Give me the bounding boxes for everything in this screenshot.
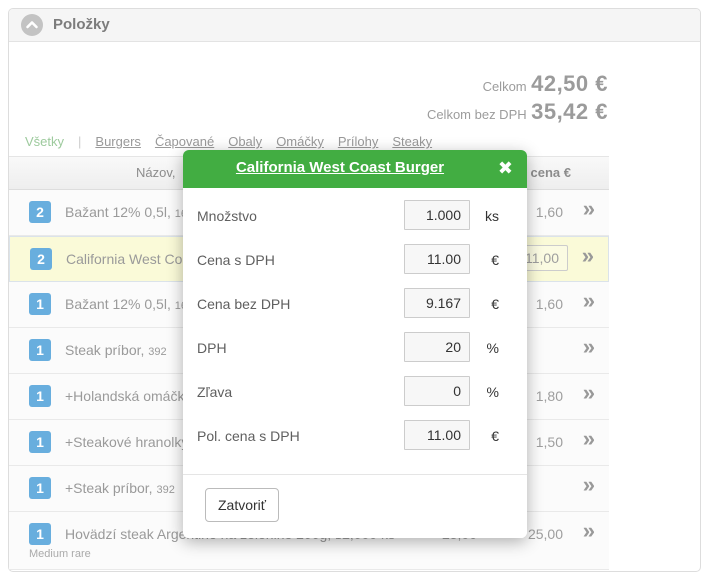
header-price-column: cena € [530,165,571,180]
price-without-vat-input[interactable] [404,288,470,318]
field-label: DPH [197,340,227,356]
field-label: Pol. cena s DPH [197,428,300,444]
row-open-icon[interactable]: » [582,196,595,221]
quantity-badge: 1 [29,339,51,361]
total-ex-vat-value: 35,42 € [531,99,608,124]
dialog-header: California West Coast Burger ✖ [183,150,527,188]
tab-prilohy[interactable]: Prílohy [337,134,379,149]
item-name: Steak príbor, 392 [65,342,167,358]
field-unit: % [486,384,499,400]
field-label: Množstvo [197,208,257,224]
row-open-icon[interactable]: » [582,288,595,313]
row-open-icon[interactable]: » [582,518,595,543]
item-name: Bažant 12% 0,5l, 161 [65,204,193,220]
field-unit: € [491,252,499,268]
tab-capovane[interactable]: Čapované [154,134,215,149]
field-vat: DPH % [197,332,513,364]
item-total: 1,60 [535,204,563,220]
row-open-icon[interactable]: » [581,243,594,268]
tab-steaky[interactable]: Steaky [392,134,433,149]
item-name: Bažant 12% 0,5l, 161 [65,296,193,312]
dialog-divider [183,474,527,475]
row-open-icon[interactable]: » [582,380,595,405]
total-line: Celkom 42,50 € [427,71,608,99]
total-label: Celkom [482,79,527,94]
item-total: 1,50 [535,434,563,450]
close-dialog-button[interactable]: Zatvoriť [205,488,280,522]
item-name: +Steak príbor, 392 [65,480,175,496]
panel-title: Položky [53,16,110,33]
dialog-footer: Zatvoriť [197,475,513,538]
field-unit: ks [485,208,499,224]
item-total: 1,60 [535,296,563,312]
quantity-badge: 1 [29,523,51,545]
dialog-title: California West Coast Burger [235,159,445,176]
tab-omacky[interactable]: Omáčky [276,134,324,149]
tab-obaly[interactable]: Obaly [228,134,263,149]
item-total: 1,80 [535,388,563,404]
field-label: Zľava [197,384,233,400]
total-value: 42,50 € [531,71,608,96]
price-with-vat-input[interactable] [404,244,470,274]
item-price-with-vat-input[interactable] [404,420,470,450]
field-unit: € [491,296,499,312]
quantity-badge: 1 [29,431,51,453]
row-open-icon[interactable]: » [582,472,595,497]
tab-burgers[interactable]: Burgers [95,134,141,149]
tab-separator: | [78,134,82,149]
field-discount: Zľava % [197,376,513,408]
field-item-price-with-vat: Pol. cena s DPH € [197,420,513,452]
field-unit: € [491,428,499,444]
quantity-badge: 2 [30,248,52,270]
field-price-without-vat: Cena bez DPH € [197,288,513,320]
quantity-badge: 1 [29,477,51,499]
category-tabs: Všetky | Burgers Čapované Obaly Omáčky Prílohy… [25,134,446,149]
header-name-column: Názov, [136,165,176,180]
vat-input[interactable] [404,332,470,362]
panel-header: Položky [9,9,700,42]
tab-vsetky[interactable]: Všetky [25,134,65,149]
field-price-with-vat: Cena s DPH € [197,244,513,276]
item-note: Medium rare [29,548,91,560]
total-ex-vat-line: Celkom bez DPH 35,42 € [427,99,608,127]
quantity-badge: 1 [29,385,51,407]
row-open-icon[interactable]: » [582,334,595,359]
total-ex-vat-label: Celkom bez DPH [426,107,527,122]
row-open-icon[interactable]: » [582,426,595,451]
quantity-badge: 2 [29,201,51,223]
field-label: Cena bez DPH [197,296,291,312]
item-edit-dialog: California West Coast Burger ✖ Množstvo … [183,150,527,538]
totals-summary: Celkom 42,50 € Celkom bez DPH 35,42 € [427,71,608,127]
dialog-body: Množstvo ks Cena s DPH € Cena bez DPH € … [183,188,527,538]
item-total: 25,00 [527,526,563,542]
field-label: Cena s DPH [197,252,275,268]
quantity-badge: 1 [29,293,51,315]
field-unit: % [486,340,499,356]
close-icon[interactable]: ✖ [497,158,513,178]
field-quantity: Množstvo ks [197,200,513,232]
collapse-panel-button[interactable] [21,14,43,36]
quantity-input[interactable] [404,200,470,230]
discount-input[interactable] [404,376,470,406]
